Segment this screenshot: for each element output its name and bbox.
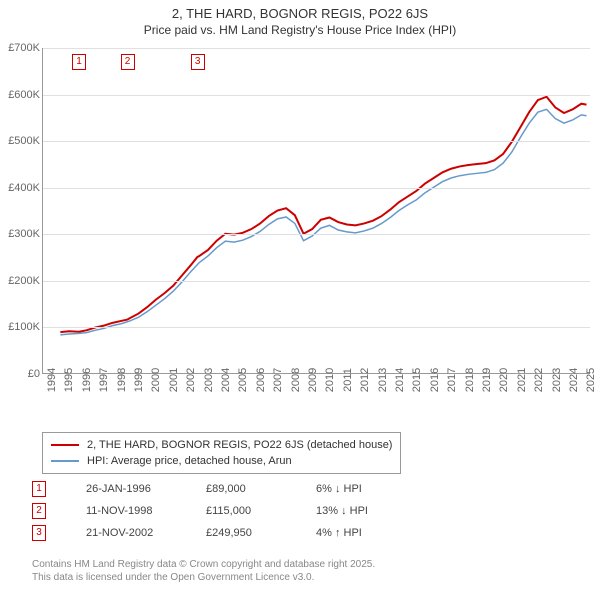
y-tick-label: £300K: [0, 228, 40, 240]
x-tick-label: 2014: [394, 368, 406, 392]
legend-item: 2, THE HARD, BOGNOR REGIS, PO22 6JS (det…: [51, 437, 392, 453]
price-event-date: 11-NOV-1998: [86, 505, 206, 517]
x-tick-label: 1995: [63, 368, 75, 392]
x-tick-label: 1998: [116, 368, 128, 392]
x-tick-label: 2003: [203, 368, 215, 392]
x-tick-label: 2022: [533, 368, 545, 392]
x-tick-label: 2025: [585, 368, 597, 392]
marker-2: 2: [121, 54, 135, 70]
price-event-marker: 2: [32, 503, 46, 519]
price-event-delta: 4% ↑ HPI: [316, 527, 416, 539]
legend: 2, THE HARD, BOGNOR REGIS, PO22 6JS (det…: [42, 432, 401, 474]
x-tick-label: 2017: [446, 368, 458, 392]
attribution-line-1: Contains HM Land Registry data © Crown c…: [32, 558, 375, 571]
x-tick-label: 2001: [168, 368, 180, 392]
gridline: [43, 48, 590, 49]
attribution-line-2: This data is licensed under the Open Gov…: [32, 571, 375, 584]
price-event-price: £249,950: [206, 527, 316, 539]
legend-swatch: [51, 460, 79, 462]
series-hpi: [60, 109, 586, 335]
x-tick-label: 2010: [324, 368, 336, 392]
x-tick-label: 2023: [551, 368, 563, 392]
chart-title: 2, THE HARD, BOGNOR REGIS, PO22 6JS Pric…: [0, 0, 600, 39]
marker-1: 1: [72, 54, 86, 70]
y-tick-label: £200K: [0, 275, 40, 287]
x-tick-label: 2002: [185, 368, 197, 392]
x-tick-label: 2015: [411, 368, 423, 392]
x-tick-label: 2019: [481, 368, 493, 392]
price-event-row: 3 21-NOV-2002£249,9504% ↑ HPI: [32, 522, 416, 544]
x-tick-label: 2020: [498, 368, 510, 392]
price-event-date: 26-JAN-1996: [86, 483, 206, 495]
x-tick-label: 2007: [272, 368, 284, 392]
price-event-row: 2 11-NOV-1998£115,00013% ↓ HPI: [32, 500, 416, 522]
title-line-2: Price paid vs. HM Land Registry's House …: [10, 23, 590, 37]
x-tick-label: 2012: [359, 368, 371, 392]
gridline: [43, 234, 590, 235]
price-event-delta: 13% ↓ HPI: [316, 505, 416, 517]
y-tick-label: £100K: [0, 321, 40, 333]
x-tick-label: 1994: [46, 368, 58, 392]
title-line-1: 2, THE HARD, BOGNOR REGIS, PO22 6JS: [10, 6, 590, 21]
plot-area: 1 2 3: [42, 48, 590, 374]
x-tick-label: 2011: [342, 368, 354, 392]
chart-area: 1 2 3 £0 £100K £200K £300K £400K £500K £600K £700…: [0, 44, 600, 424]
price-event-date: 21-NOV-2002: [86, 527, 206, 539]
legend-label: 2, THE HARD, BOGNOR REGIS, PO22 6JS (det…: [87, 437, 392, 453]
x-tick-label: 1997: [98, 368, 110, 392]
gridline: [43, 281, 590, 282]
gridline: [43, 141, 590, 142]
x-tick-label: 2024: [568, 368, 580, 392]
x-tick-label: 2006: [255, 368, 267, 392]
x-tick-label: 2009: [307, 368, 319, 392]
gridline: [43, 327, 590, 328]
x-tick-label: 2016: [429, 368, 441, 392]
y-tick-label: £400K: [0, 182, 40, 194]
price-events-table: 1 26-JAN-1996£89,0006% ↓ HPI 2 11-NOV-1998£…: [32, 478, 416, 544]
x-tick-label: 2021: [516, 368, 528, 392]
gridline: [43, 188, 590, 189]
legend-swatch: [51, 444, 79, 446]
x-tick-label: 2018: [464, 368, 476, 392]
series-price_paid: [60, 97, 586, 332]
price-event-price: £115,000: [206, 505, 316, 517]
marker-3: 3: [191, 54, 205, 70]
price-event-delta: 6% ↓ HPI: [316, 483, 416, 495]
x-tick-label: 1996: [81, 368, 93, 392]
price-event-marker: 1: [32, 481, 46, 497]
y-tick-label: £500K: [0, 135, 40, 147]
price-event-price: £89,000: [206, 483, 316, 495]
x-tick-label: 2008: [290, 368, 302, 392]
gridline: [43, 95, 590, 96]
x-tick-label: 2004: [220, 368, 232, 392]
x-tick-label: 2000: [150, 368, 162, 392]
legend-item: HPI: Average price, detached house, Arun: [51, 453, 392, 469]
chart-svg: [43, 48, 590, 373]
price-event-row: 1 26-JAN-1996£89,0006% ↓ HPI: [32, 478, 416, 500]
x-tick-label: 2005: [237, 368, 249, 392]
x-tick-label: 1999: [133, 368, 145, 392]
legend-label: HPI: Average price, detached house, Arun: [87, 453, 292, 469]
y-tick-label: £0: [0, 368, 40, 380]
y-tick-label: £600K: [0, 89, 40, 101]
attribution: Contains HM Land Registry data © Crown c…: [32, 558, 375, 584]
y-tick-label: £700K: [0, 42, 40, 54]
price-event-marker: 3: [32, 525, 46, 541]
x-tick-label: 2013: [377, 368, 389, 392]
